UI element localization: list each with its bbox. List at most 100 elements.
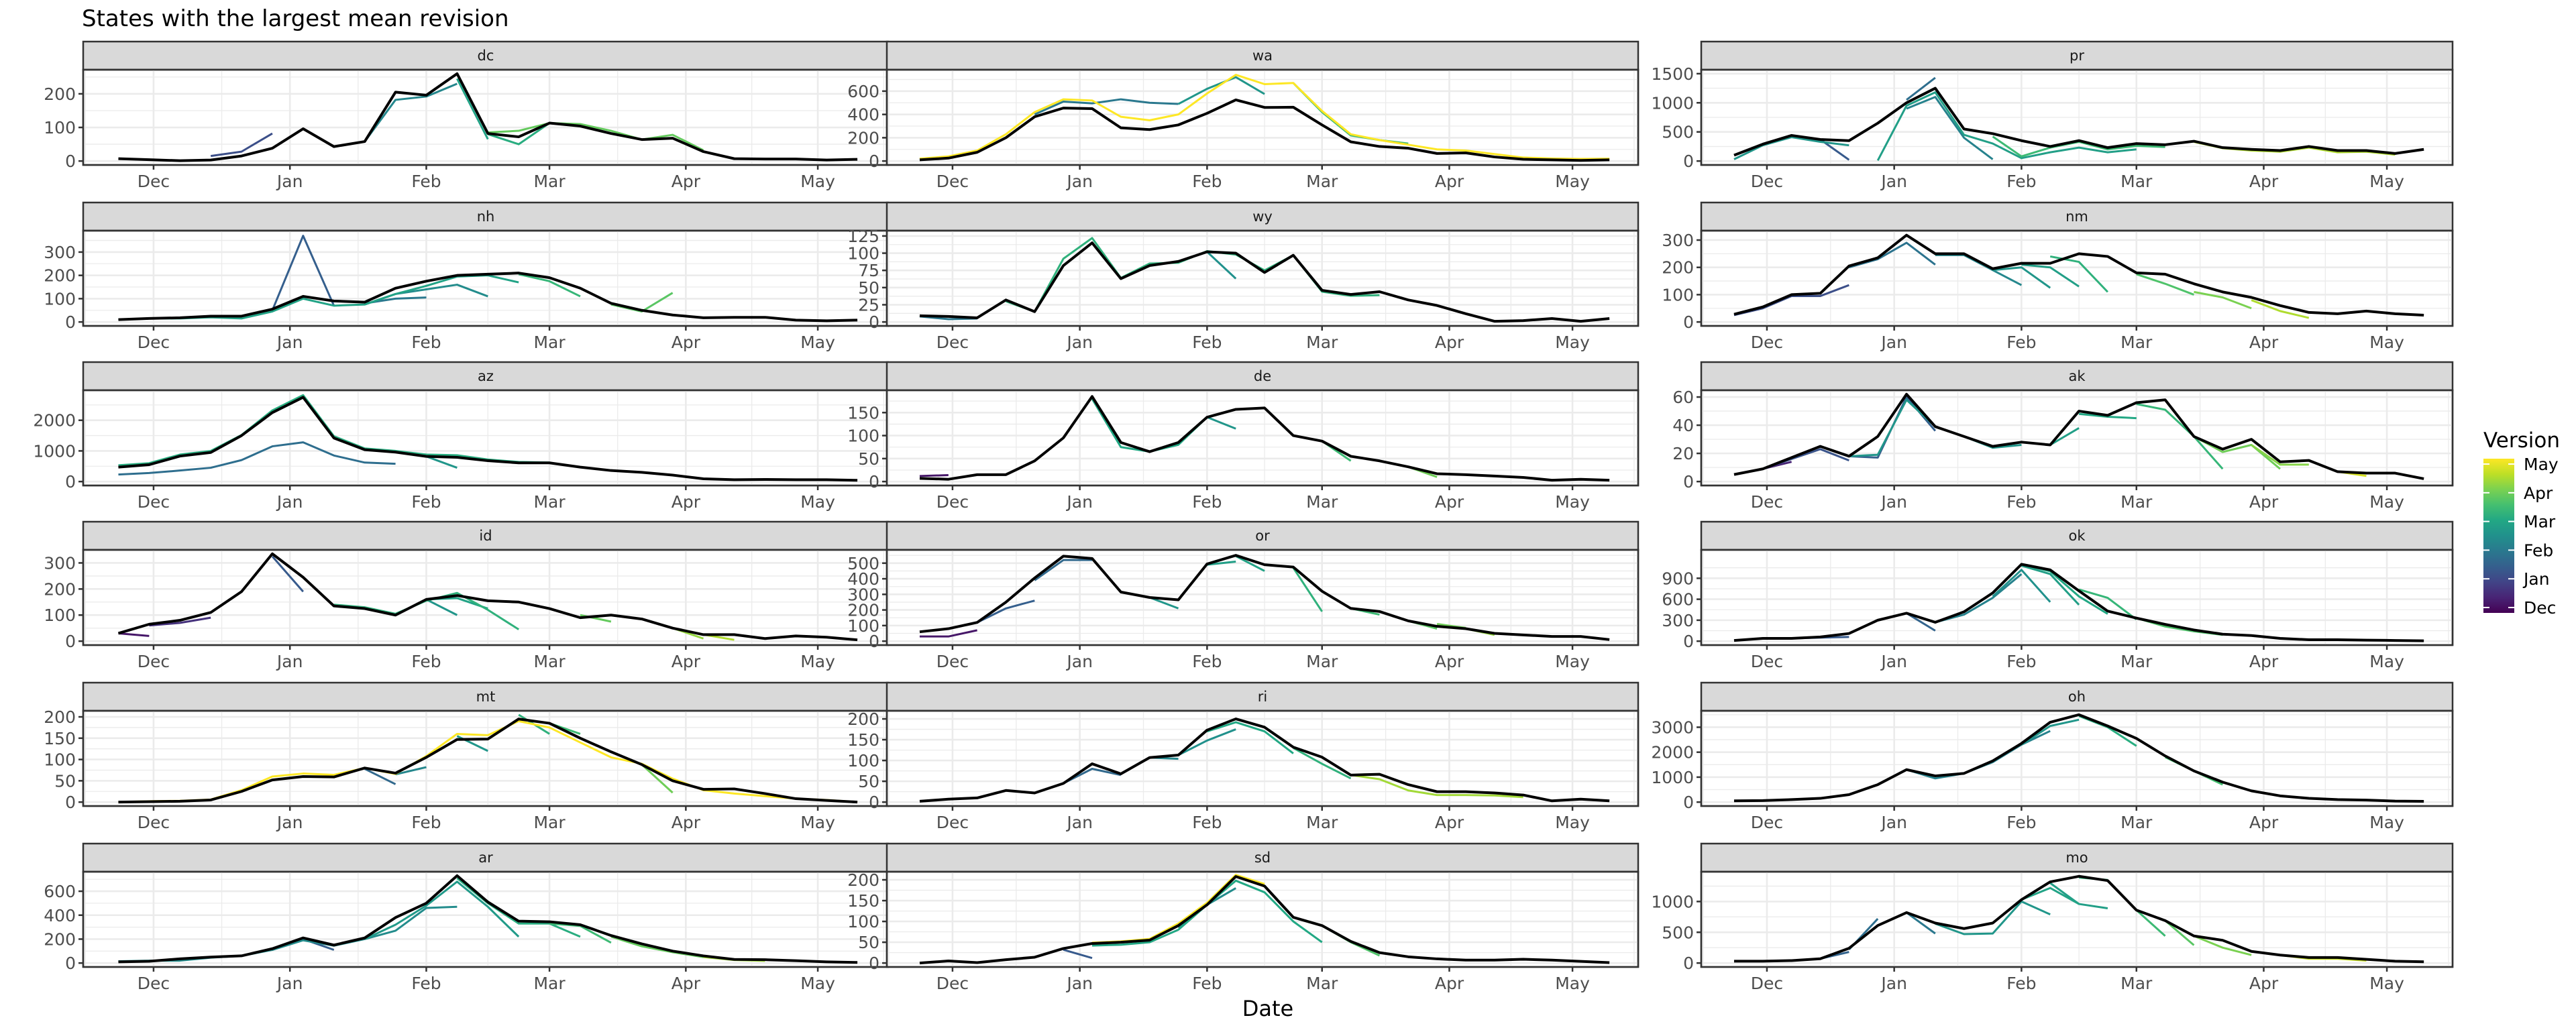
revision-line [2021,565,2080,606]
panel-background [82,870,890,968]
y-tick-label: 150 [44,729,76,748]
y-tick-label: 200 [44,579,76,599]
facet-ar: ar 0 200 400 600 Dec Jan Feb Mar Apr May [44,842,890,993]
final-series-line [919,395,1610,482]
x-tick-label: Dec [138,813,170,832]
final-series-line [919,241,1610,323]
revision-line [1350,774,1523,799]
y-tick-label: 2000 [33,411,76,431]
final-series-line [919,98,1610,162]
x-tick-label: Jan [276,652,303,671]
facet-oh: oh 0 1000 2000 3000 Dec Jan Feb Mar Apr May [1651,681,2454,832]
revision-line [2021,264,2080,288]
panel-border [1700,870,2454,968]
x-tick-label: Jan [276,333,303,352]
y-tick-label: 200 [847,601,879,620]
legend-label: Jan [2522,569,2550,589]
y-tick-label: 300 [44,553,76,573]
x-tick-label: Apr [672,492,701,512]
x-tick-label: Mar [2121,813,2153,832]
final-series-line [118,272,858,323]
panel-border [885,549,1640,646]
x-tick-label: Jan [1880,333,1907,352]
strip-label: nh [477,209,495,225]
x-tick-label: Mar [1306,333,1338,352]
revision-line [919,474,949,477]
y-tick-label: 0 [1683,793,1694,812]
x-tick-label: Mar [1306,813,1338,832]
x-tick-label: May [2369,813,2404,832]
x-tick-label: Dec [1751,652,1783,671]
x-tick-label: Jan [1065,333,1093,352]
revision-line [1063,948,1093,960]
strip-background [885,361,1640,392]
x-tick-label: Feb [411,974,441,993]
facet-mo: mo 0 500 1000 Dec Jan Feb Mar Apr May [1651,842,2454,993]
x-tick-label: May [1555,813,1590,832]
y-tick-label: 50 [54,771,76,791]
x-tick-label: Mar [533,492,566,512]
y-tick-label: 200 [44,929,76,949]
revision-line [1177,728,1236,756]
revision-line [364,880,520,940]
revision-line [1063,768,1122,785]
y-tick-label: 500 [1662,123,1694,142]
revision-line [2136,273,2194,296]
x-tick-label: Jan [276,813,303,832]
x-tick-label: Mar [533,974,566,993]
x-tick-label: Jan [1065,172,1093,191]
final-series-line [118,874,858,964]
y-tick-label: 150 [847,730,879,750]
x-tick-label: Dec [936,492,969,512]
y-tick-label: 3000 [1651,718,1694,737]
x-tick-label: May [800,172,835,191]
strip-label: mt [476,689,496,705]
strip-background [82,40,890,71]
x-tick-label: Jan [1065,652,1093,671]
revision-line [919,74,1610,160]
x-tick-label: Mar [2121,172,2153,191]
strip-label: sd [1254,850,1271,866]
revision-line [1149,596,1179,610]
final-series-line [1733,713,2424,803]
y-tick-label: 100 [847,616,879,636]
x-tick-label: Mar [1306,974,1338,993]
y-tick-label: 1000 [1651,768,1694,787]
panel-border [1700,68,2454,166]
x-tick-label: Dec [936,652,969,671]
x-tick-label: Mar [533,813,566,832]
x-tick-label: Mar [1306,492,1338,512]
y-tick-label: 100 [847,426,879,446]
x-tick-label: Apr [1435,333,1464,352]
strip-background [82,361,890,392]
legend-label: Mar [2524,512,2556,532]
revision-line [118,441,396,476]
facet-dc: dc 0 100 200 Dec Jan Feb Mar Apr May [44,40,890,191]
panel-border [885,709,1640,807]
y-tick-label: 600 [44,882,76,901]
revision-line [395,766,427,776]
x-tick-label: Dec [1751,974,1783,993]
x-tick-label: Dec [138,652,170,671]
strip-label: az [478,368,494,384]
x-tick-label: Mar [533,333,566,352]
panel-background [82,229,890,327]
y-tick-label: 125 [847,227,879,246]
y-tick-label: 100 [44,606,76,625]
x-tick-label: Apr [672,172,701,191]
revision-line [425,598,458,616]
y-tick-label: 75 [858,261,879,280]
x-tick-label: May [2369,172,2404,191]
strip-label: oh [2068,689,2086,705]
x-tick-label: Apr [1435,492,1464,512]
legend-label: May [2524,455,2559,474]
y-tick-label: 400 [847,105,879,125]
x-tick-label: Jan [276,974,303,993]
revision-line [2078,588,2137,621]
strip-background [885,40,1640,71]
x-tick-label: Feb [1192,813,1222,832]
x-tick-label: Dec [936,333,969,352]
x-tick-label: Mar [533,172,566,191]
panel-border [885,870,1640,968]
